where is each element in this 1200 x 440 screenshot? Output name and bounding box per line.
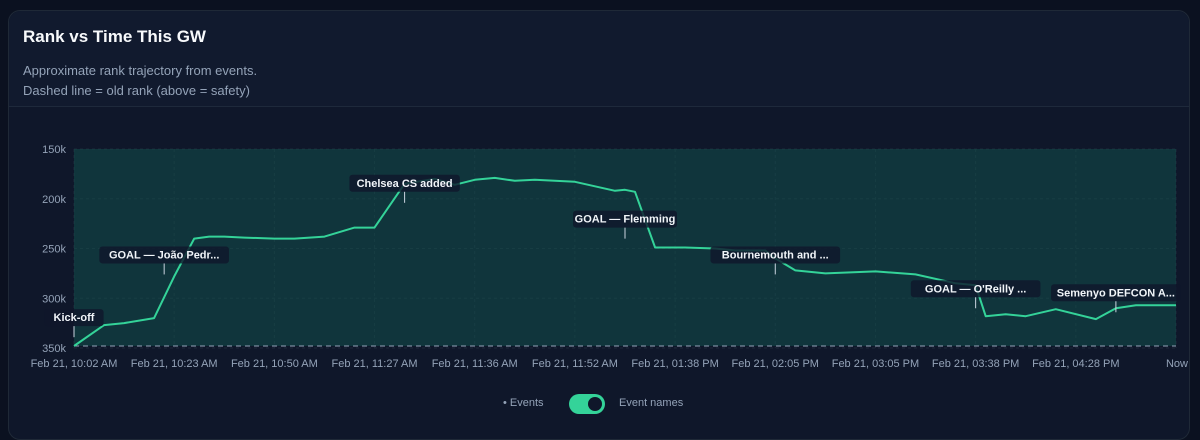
legend-events[interactable]: • Events: [503, 397, 544, 409]
card-header: Rank vs Time This GW Approximate rank tr…: [9, 11, 1189, 107]
x-tick-label: Feb 21, 04:28 PM: [1032, 358, 1119, 370]
x-tick-label: Feb 21, 10:50 AM: [231, 358, 318, 370]
event-label-bg: [99, 246, 229, 264]
x-tick-label: Now: [1166, 358, 1188, 370]
event-marker: Kick-off: [44, 309, 104, 338]
x-tick-label: Feb 21, 03:05 PM: [832, 358, 919, 370]
event-marker: GOAL — Flemming: [573, 210, 677, 239]
legend-event-names: Event names: [619, 397, 684, 409]
event-label-bg: [1051, 284, 1181, 302]
event-label-bg: [910, 280, 1041, 298]
y-tick-label: 150k: [42, 144, 66, 156]
rank-line: [73, 176, 1176, 347]
chart-subtitle: Approximate rank trajectory from events.: [23, 63, 258, 78]
event-label: Kick-off: [54, 312, 95, 324]
y-tick-label: 250k: [42, 244, 66, 256]
event-label: Chelsea CS added: [357, 178, 453, 190]
event-marker: GOAL — João Pedr...: [99, 246, 229, 275]
x-tick-label: Feb 21, 10:02 AM: [31, 358, 118, 370]
x-tick-label: Feb 21, 10:23 AM: [131, 358, 218, 370]
y-tick-label: 200k: [42, 194, 66, 206]
x-tick-label: Feb 21, 11:27 AM: [332, 358, 418, 370]
event-label-bg: [573, 210, 677, 228]
x-axis: Feb 21, 10:02 AM Feb 21, 10:23 AM Feb 21, …: [31, 358, 1188, 370]
legend: • Events Event names: [0, 384, 1200, 414]
chart-note: Dashed line = old rank (above = safety): [23, 83, 250, 98]
event-marker: Semenyo DEFCON A...: [1051, 284, 1181, 313]
x-tick-label: Feb 21, 11:52 AM: [532, 358, 618, 370]
event-label-bg: [44, 309, 104, 327]
y-tick-label: 300k: [42, 293, 66, 305]
event-label: Bournemouth and ...: [722, 249, 829, 261]
event-label: GOAL — João Pedr...: [109, 249, 219, 261]
event-marker: Bournemouth and ...: [710, 246, 841, 275]
x-tick-label: Feb 21, 02:05 PM: [732, 358, 819, 370]
event-label: GOAL — O'Reilly ...: [925, 283, 1026, 295]
event-label-bg: [710, 246, 841, 264]
event-label: Semenyo DEFCON A...: [1057, 287, 1175, 299]
event-label-bg: [349, 174, 460, 192]
event-marker: GOAL — O'Reilly ...: [910, 280, 1041, 309]
event-label: GOAL — Flemming: [575, 214, 676, 226]
event-marker: Chelsea CS added: [349, 174, 460, 203]
x-tick-label: Feb 21, 03:38 PM: [932, 358, 1019, 370]
event-markers: Kick-off GOAL — João Pedr... Chelsea CS ad…: [44, 174, 1181, 338]
y-axis: 150k 200k 250k 300k 350k: [42, 144, 66, 355]
y-tick-label: 350k: [42, 343, 66, 355]
event-names-toggle[interactable]: [569, 394, 605, 414]
chart-title: Rank vs Time This GW: [23, 27, 206, 46]
toggle-knob: [588, 397, 602, 411]
x-tick-label: Feb 21, 11:36 AM: [432, 358, 518, 370]
x-tick-label: Feb 21, 01:38 PM: [631, 358, 718, 370]
safety-zone: [74, 149, 1176, 347]
